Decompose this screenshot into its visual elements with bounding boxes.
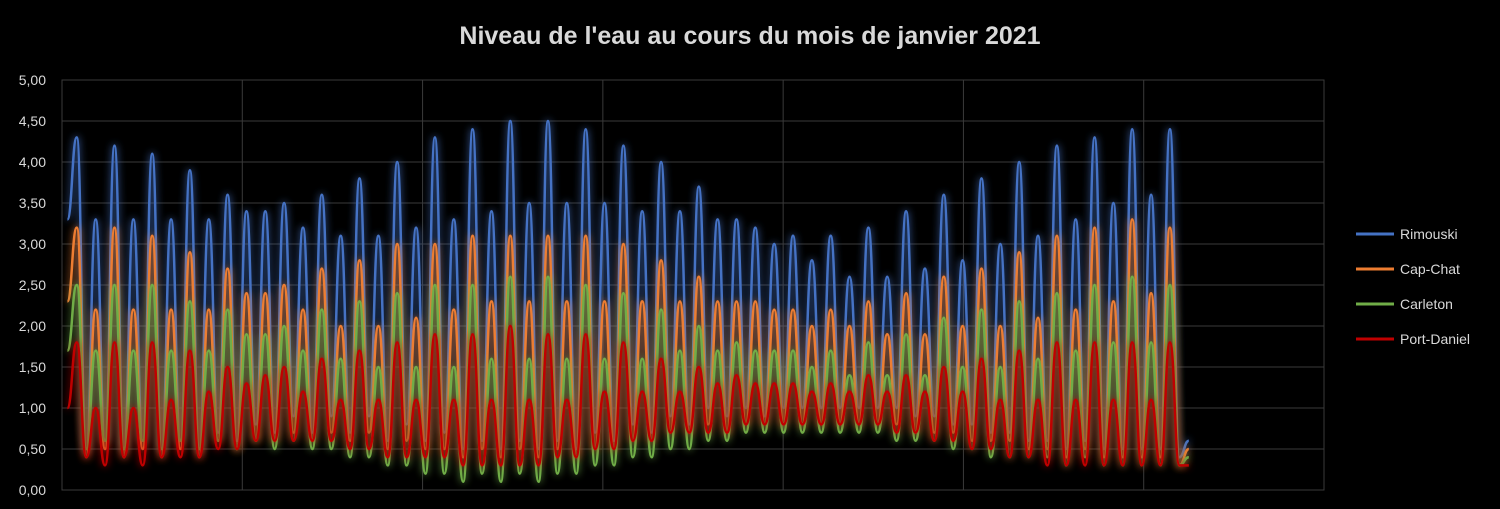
legend-label: Cap-Chat: [1400, 261, 1460, 277]
y-tick-label: 1,50: [19, 359, 46, 375]
chart-title: Niveau de l'eau au cours du mois de janv…: [459, 22, 1040, 50]
legend-label: Carleton: [1400, 296, 1453, 312]
legend-label: Rimouski: [1400, 226, 1458, 242]
y-tick-label: 3,00: [19, 236, 46, 252]
y-tick-label: 4,00: [19, 154, 46, 170]
y-axis-tick-labels: 0,00 0,50 1,00 1,50 2,00 2,50 3,00 3,50 4,00 4,50…: [19, 72, 46, 498]
y-tick-label: 5,00: [19, 72, 46, 88]
y-tick-label: 0,00: [19, 482, 46, 498]
y-tick-label: 2,00: [19, 318, 46, 334]
y-tick-label: 1,00: [19, 400, 46, 416]
y-tick-label: 0,50: [19, 441, 46, 457]
y-tick-label: 3,50: [19, 195, 46, 211]
series-line-port-daniel: [66, 324, 1189, 467]
plot-area-border: [61, 79, 1325, 491]
series-lines: [66, 119, 1190, 484]
y-tick-label: 4,50: [19, 113, 46, 129]
y-tick-label: 2,50: [19, 277, 46, 293]
legend: Rimouski Cap-Chat Carleton Port-Daniel: [1356, 226, 1470, 347]
legend-label: Port-Daniel: [1400, 331, 1470, 347]
